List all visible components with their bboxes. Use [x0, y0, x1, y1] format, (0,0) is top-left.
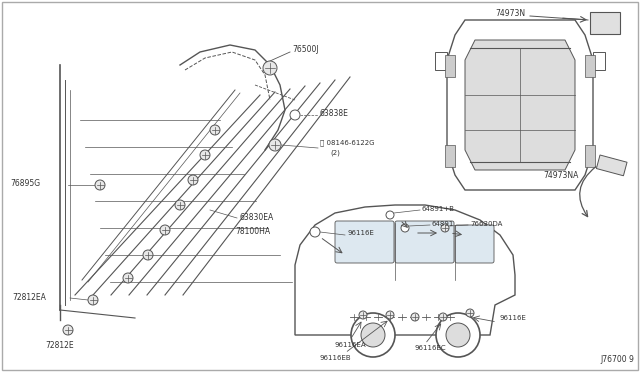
Text: (2): (2)	[330, 150, 340, 156]
Circle shape	[63, 325, 73, 335]
Bar	[445, 145, 455, 167]
Text: 63830EA: 63830EA	[240, 214, 275, 222]
Text: 76500J: 76500J	[292, 45, 319, 55]
Bar	[585, 145, 595, 167]
Text: 74973NA: 74973NA	[543, 170, 579, 180]
Circle shape	[160, 225, 170, 235]
Text: 72812EA: 72812EA	[12, 294, 46, 302]
Circle shape	[411, 313, 419, 321]
Text: Ⓑ 08146-6122G: Ⓑ 08146-6122G	[320, 140, 374, 146]
Bar	[445, 55, 455, 77]
Circle shape	[175, 200, 185, 210]
Text: 76895G: 76895G	[10, 179, 40, 187]
Circle shape	[200, 150, 210, 160]
Circle shape	[439, 313, 447, 321]
Bar	[593, 52, 605, 70]
Circle shape	[386, 311, 394, 319]
Polygon shape	[295, 205, 515, 335]
FancyBboxPatch shape	[455, 225, 494, 263]
Text: 96116EB: 96116EB	[319, 355, 351, 361]
Circle shape	[290, 110, 300, 120]
Text: 74973N: 74973N	[495, 10, 525, 19]
Circle shape	[88, 295, 98, 305]
FancyBboxPatch shape	[335, 221, 394, 263]
Circle shape	[210, 125, 220, 135]
Circle shape	[95, 180, 105, 190]
Text: 96116E: 96116E	[348, 230, 375, 236]
Circle shape	[123, 273, 133, 283]
Polygon shape	[465, 40, 575, 170]
Circle shape	[436, 313, 480, 357]
Text: 63838E: 63838E	[320, 109, 349, 118]
Circle shape	[359, 311, 367, 319]
Bar	[435, 52, 447, 70]
Circle shape	[466, 309, 474, 317]
Circle shape	[269, 139, 281, 151]
Circle shape	[441, 224, 449, 232]
Bar	[590, 12, 620, 34]
Circle shape	[263, 61, 277, 75]
Bar	[596, 155, 627, 176]
Text: 78100HA: 78100HA	[235, 228, 270, 237]
Text: 64891+B: 64891+B	[422, 206, 455, 212]
Circle shape	[310, 227, 320, 237]
Circle shape	[361, 323, 385, 347]
Circle shape	[446, 323, 470, 347]
Polygon shape	[447, 20, 593, 190]
Circle shape	[386, 211, 394, 219]
Circle shape	[188, 175, 198, 185]
FancyBboxPatch shape	[395, 221, 454, 263]
Circle shape	[351, 313, 395, 357]
Text: 64891: 64891	[432, 221, 454, 227]
Text: 76630DA: 76630DA	[470, 221, 502, 227]
Text: 72812E: 72812E	[45, 340, 74, 350]
Circle shape	[401, 224, 409, 232]
Circle shape	[143, 250, 153, 260]
Text: 96116EA: 96116EA	[334, 342, 366, 348]
Text: J76700 9: J76700 9	[600, 356, 634, 365]
Bar	[585, 55, 595, 77]
Text: 96116E: 96116E	[500, 315, 527, 321]
Text: 96116EC: 96116EC	[414, 345, 446, 351]
